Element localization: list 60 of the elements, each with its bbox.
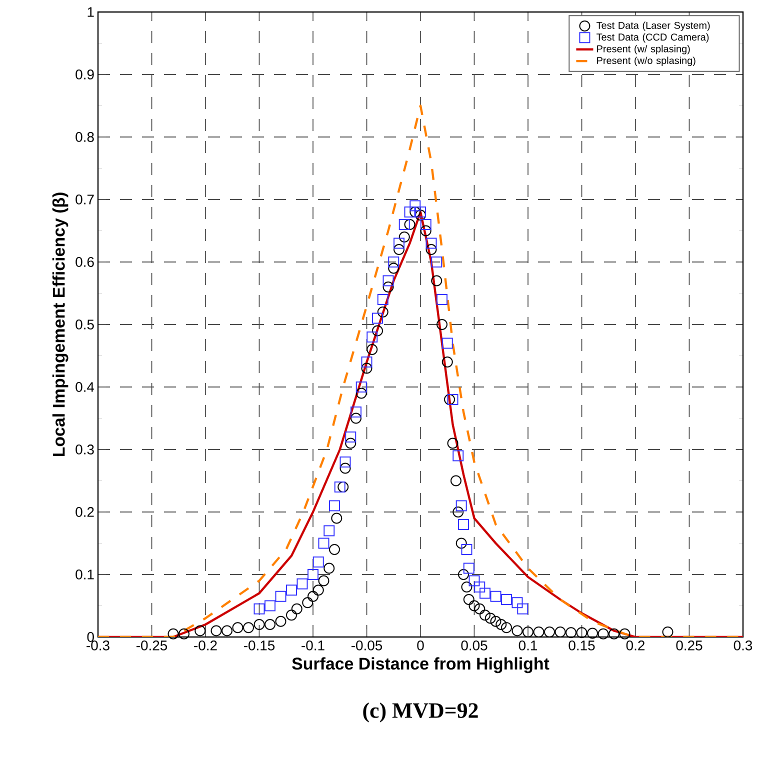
x-axis-title: Surface Distance from Highlight: [292, 657, 550, 674]
point: [329, 500, 340, 512]
x-tick-label: 0.15: [568, 640, 595, 650]
y-tick-label: 0.9: [76, 70, 94, 80]
point: [512, 597, 523, 608]
legend-label: Test Data (CCD Camera): [596, 33, 709, 43]
y-tick-label: 0: [87, 632, 94, 642]
point: [458, 519, 469, 530]
point: [254, 603, 265, 614]
point: [318, 538, 330, 549]
point: [468, 575, 480, 586]
y-tick-label: 0.4: [76, 382, 94, 392]
point: [377, 294, 388, 305]
point: [312, 556, 324, 568]
x-tick-label: 0.05: [461, 640, 488, 650]
point: [480, 588, 490, 599]
point: [372, 312, 383, 324]
y-axis-title: Local Impingement Efficiency (β): [52, 192, 68, 456]
x-tick-label: -0.05: [351, 640, 382, 650]
point: [286, 584, 297, 596]
point: [461, 544, 472, 555]
y-tick-label: 0.8: [76, 132, 94, 142]
y-tick-label: 1: [88, 7, 94, 17]
point: [436, 294, 448, 305]
point: [275, 590, 286, 602]
x-tick-label: -0.15: [244, 640, 275, 650]
x-tick-label: 0.1: [518, 640, 538, 650]
legend-label: Present (w/ splasing): [597, 45, 690, 54]
y-tick-label: 0.2: [76, 507, 94, 517]
point: [490, 590, 502, 602]
point: [501, 594, 512, 605]
x-tick-label: 0.3: [734, 640, 752, 650]
point: [517, 603, 528, 614]
point: [442, 338, 453, 349]
y-tick-label: 0.3: [76, 444, 94, 454]
legend-label: Test Data (Laser System): [596, 22, 710, 31]
x-tick-label: 0.2: [626, 640, 645, 650]
y-tick-label: 0.1: [76, 570, 94, 580]
x-tick-label: -0.1: [302, 640, 324, 650]
legend-label: Present (w/o splasing): [597, 56, 696, 66]
point: [264, 600, 276, 612]
x-tick-label: -0.2: [194, 640, 217, 650]
point: [308, 569, 318, 580]
y-tick-label: 0.6: [76, 257, 94, 267]
point: [431, 256, 442, 268]
y-tick-label: 0.7: [76, 194, 94, 204]
x-tick-label: -0.3: [86, 640, 110, 650]
x-tick-label: 0: [417, 640, 424, 650]
point: [452, 450, 464, 462]
point: [463, 562, 474, 574]
point: [334, 482, 346, 492]
y-tick-label: 0.5: [76, 320, 94, 330]
text: (c) MVD=92: [363, 702, 478, 722]
x-tick-label: -0.25: [136, 640, 168, 650]
point: [366, 331, 378, 342]
point: [447, 394, 458, 405]
point: [296, 578, 308, 590]
point: [324, 525, 335, 536]
point: [474, 582, 486, 592]
x-tick-label: 0.25: [676, 640, 702, 650]
